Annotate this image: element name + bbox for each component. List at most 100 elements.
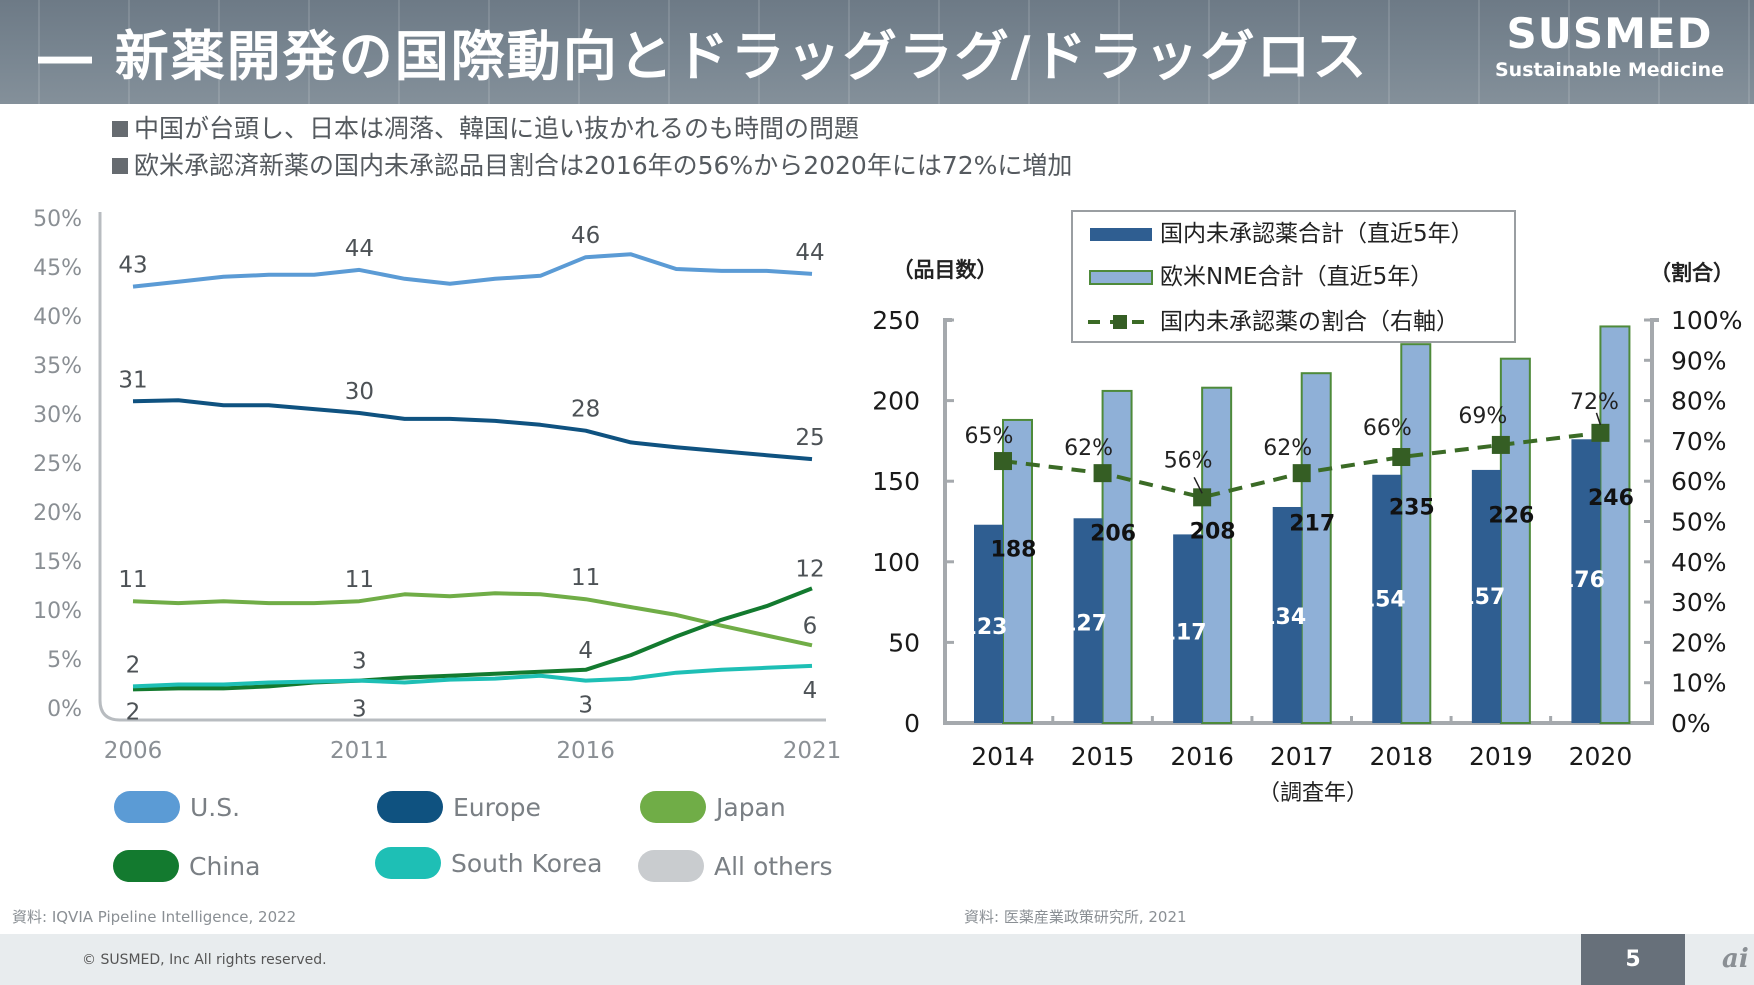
ratio-marker	[1392, 448, 1411, 467]
series-line-china	[132, 586, 813, 692]
y-tick-label: 45%	[33, 256, 82, 281]
page-number: 5	[1581, 934, 1685, 985]
bar-nme-total	[1599, 325, 1631, 724]
copyright-text: © SUSMED, Inc All rights reserved.	[82, 952, 327, 968]
y-tick-label: 30%	[33, 403, 82, 428]
y2-tick-label: 60%	[1671, 467, 1727, 496]
legend-label: South Korea	[451, 848, 603, 878]
bullet-text: 欧米承認済新薬の国内未承認品目割合は2016年の56%から2020年には72%に…	[134, 151, 1073, 180]
ratio-data-label: 56%	[1164, 448, 1213, 473]
line-chart-global-pipeline-share: 0% 5% 10% 15% 20% 25% 30% 35% 40% 45% 50% 2006 2011 2…	[33, 207, 842, 764]
bar-nme-total	[1400, 343, 1432, 724]
ratio-data-label: 65%	[965, 424, 1014, 449]
bar-chart-unapproved-drugs: （品目数） （割合） （調査年） 0 50 100 150 200 250 0% 10% 20% 30%…	[872, 210, 1742, 806]
ratio-marker	[1193, 488, 1212, 507]
bar-value-label-domestic: 154	[1360, 587, 1406, 612]
y-tick-label: 200	[872, 387, 920, 416]
x-axis-title: （調査年）	[1258, 781, 1368, 806]
bullet-text: 中国が台頭し、日本は凋落、韓国に追い抜かれるのも時間の問題	[134, 114, 860, 143]
legend-swatch-china	[113, 850, 179, 882]
bar-domestic-unapproved	[1073, 518, 1103, 723]
bar-domestic-unapproved	[1571, 439, 1601, 723]
data-label: 4	[578, 638, 593, 664]
bullet-item: 中国が台頭し、日本は凋落、韓国に追い抜かれるのも時間の問題	[112, 110, 1072, 147]
company-logo: SUSMED Sustainable Medicine	[1495, 10, 1724, 82]
x-tick-label: 2016	[1170, 742, 1234, 771]
y2-tick-label: 0%	[1671, 709, 1711, 738]
bar-nme-total	[1101, 389, 1133, 724]
ratio-marker	[1292, 464, 1311, 483]
y-tick-label: 5%	[47, 648, 82, 673]
legend-item-all-others: All others	[638, 850, 833, 882]
data-label: 44	[345, 236, 374, 262]
y-tick-label: 150	[872, 467, 920, 496]
bar-chart-legend: 国内未承認薬合計（直近5年） 欧米NME合計（直近5年） 国内未承認薬の割合（右軸）	[1071, 210, 1516, 343]
y-tick-label: 0	[904, 709, 920, 738]
series-line-u-s-	[132, 252, 813, 289]
data-label: 11	[345, 567, 374, 593]
y2-axis-title: （割合）	[1650, 261, 1734, 285]
y2-tick-label: 90%	[1671, 346, 1727, 375]
y2-tick-label: 70%	[1671, 427, 1727, 456]
bar-value-label-domestic: 157	[1459, 585, 1505, 610]
header-background-pattern	[0, 0, 1754, 104]
data-label: 12	[795, 556, 824, 582]
x-tick-label: 2018	[1369, 742, 1433, 771]
data-label: 46	[571, 223, 600, 249]
x-tick-label: 2011	[330, 738, 389, 764]
ratio-data-label: 62%	[1064, 436, 1113, 461]
legend-label: 欧米NME合計（直近5年）	[1160, 264, 1433, 290]
legend-label: 国内未承認薬の割合（右軸）	[1160, 309, 1459, 335]
bar-domestic-unapproved	[1173, 534, 1203, 723]
bar-nme-total	[1499, 357, 1531, 724]
y-axis-title: （品目数）	[893, 258, 998, 282]
x-tick-label: 2019	[1469, 742, 1533, 771]
y-axis-line	[98, 212, 826, 722]
y-tick-label: 50	[888, 628, 920, 657]
legend-swatch-all-others	[638, 850, 704, 882]
legend-label: 国内未承認薬合計（直近5年）	[1160, 221, 1474, 247]
legend-item-south-korea: South Korea	[375, 847, 602, 879]
y2-tick-label: 40%	[1671, 548, 1727, 577]
ratio-data-label: 72%	[1570, 390, 1619, 415]
bar-nme-total	[1300, 372, 1332, 724]
bar-value-label-nme: 226	[1488, 504, 1534, 529]
x-tick-label: 2021	[783, 738, 842, 764]
series-line-europe	[132, 398, 813, 462]
data-label: 3	[352, 697, 367, 723]
bar-value-label-nme: 208	[1190, 520, 1236, 545]
y-tick-label: 10%	[33, 599, 82, 624]
data-label: 11	[118, 567, 147, 593]
bar-domestic-unapproved	[1372, 474, 1402, 723]
logo-brand: SUSMED	[1506, 9, 1713, 58]
legend-swatch-nme	[1089, 270, 1153, 285]
bar-value-label-nme: 188	[991, 537, 1037, 562]
y2-tick-label: 30%	[1671, 588, 1727, 617]
line-chart-legend: U.S. Europe Japan China South Korea All …	[112, 787, 852, 887]
y2-tick-label: 80%	[1671, 387, 1727, 416]
ratio-data-label: 62%	[1263, 436, 1312, 461]
bar-value-label-domestic: 123	[962, 615, 1008, 640]
data-label: 28	[571, 397, 600, 423]
bullet-item: 欧米承認済新薬の国内未承認品目割合は2016年の56%から2020年には72%に…	[112, 147, 1072, 184]
logo-tagline: Sustainable Medicine	[1495, 59, 1724, 81]
legend-swatch-ratio-marker	[1113, 315, 1127, 329]
ratio-marker	[1591, 423, 1610, 442]
data-label: 4	[803, 678, 818, 704]
data-label: 43	[118, 253, 147, 279]
legend-item-china: China	[113, 850, 260, 882]
bar-value-label-domestic: 176	[1559, 568, 1605, 593]
bar-value-label-nme: 217	[1289, 512, 1335, 537]
y2-tick-label: 50%	[1671, 508, 1727, 537]
y2-tick-label: 10%	[1671, 669, 1727, 698]
data-label: 25	[795, 425, 824, 451]
legend-swatch-south-korea	[375, 847, 441, 879]
legend-swatch-domestic	[1090, 228, 1152, 241]
ratio-data-label: 66%	[1363, 416, 1412, 441]
y2-tick-label: 100%	[1671, 306, 1742, 335]
data-label: 11	[571, 565, 600, 591]
legend-swatch-japan	[640, 791, 706, 823]
legend-label: Japan	[716, 792, 786, 822]
x-tick-label: 2020	[1569, 742, 1633, 771]
ai-watermark-logo: ai	[1722, 944, 1749, 974]
